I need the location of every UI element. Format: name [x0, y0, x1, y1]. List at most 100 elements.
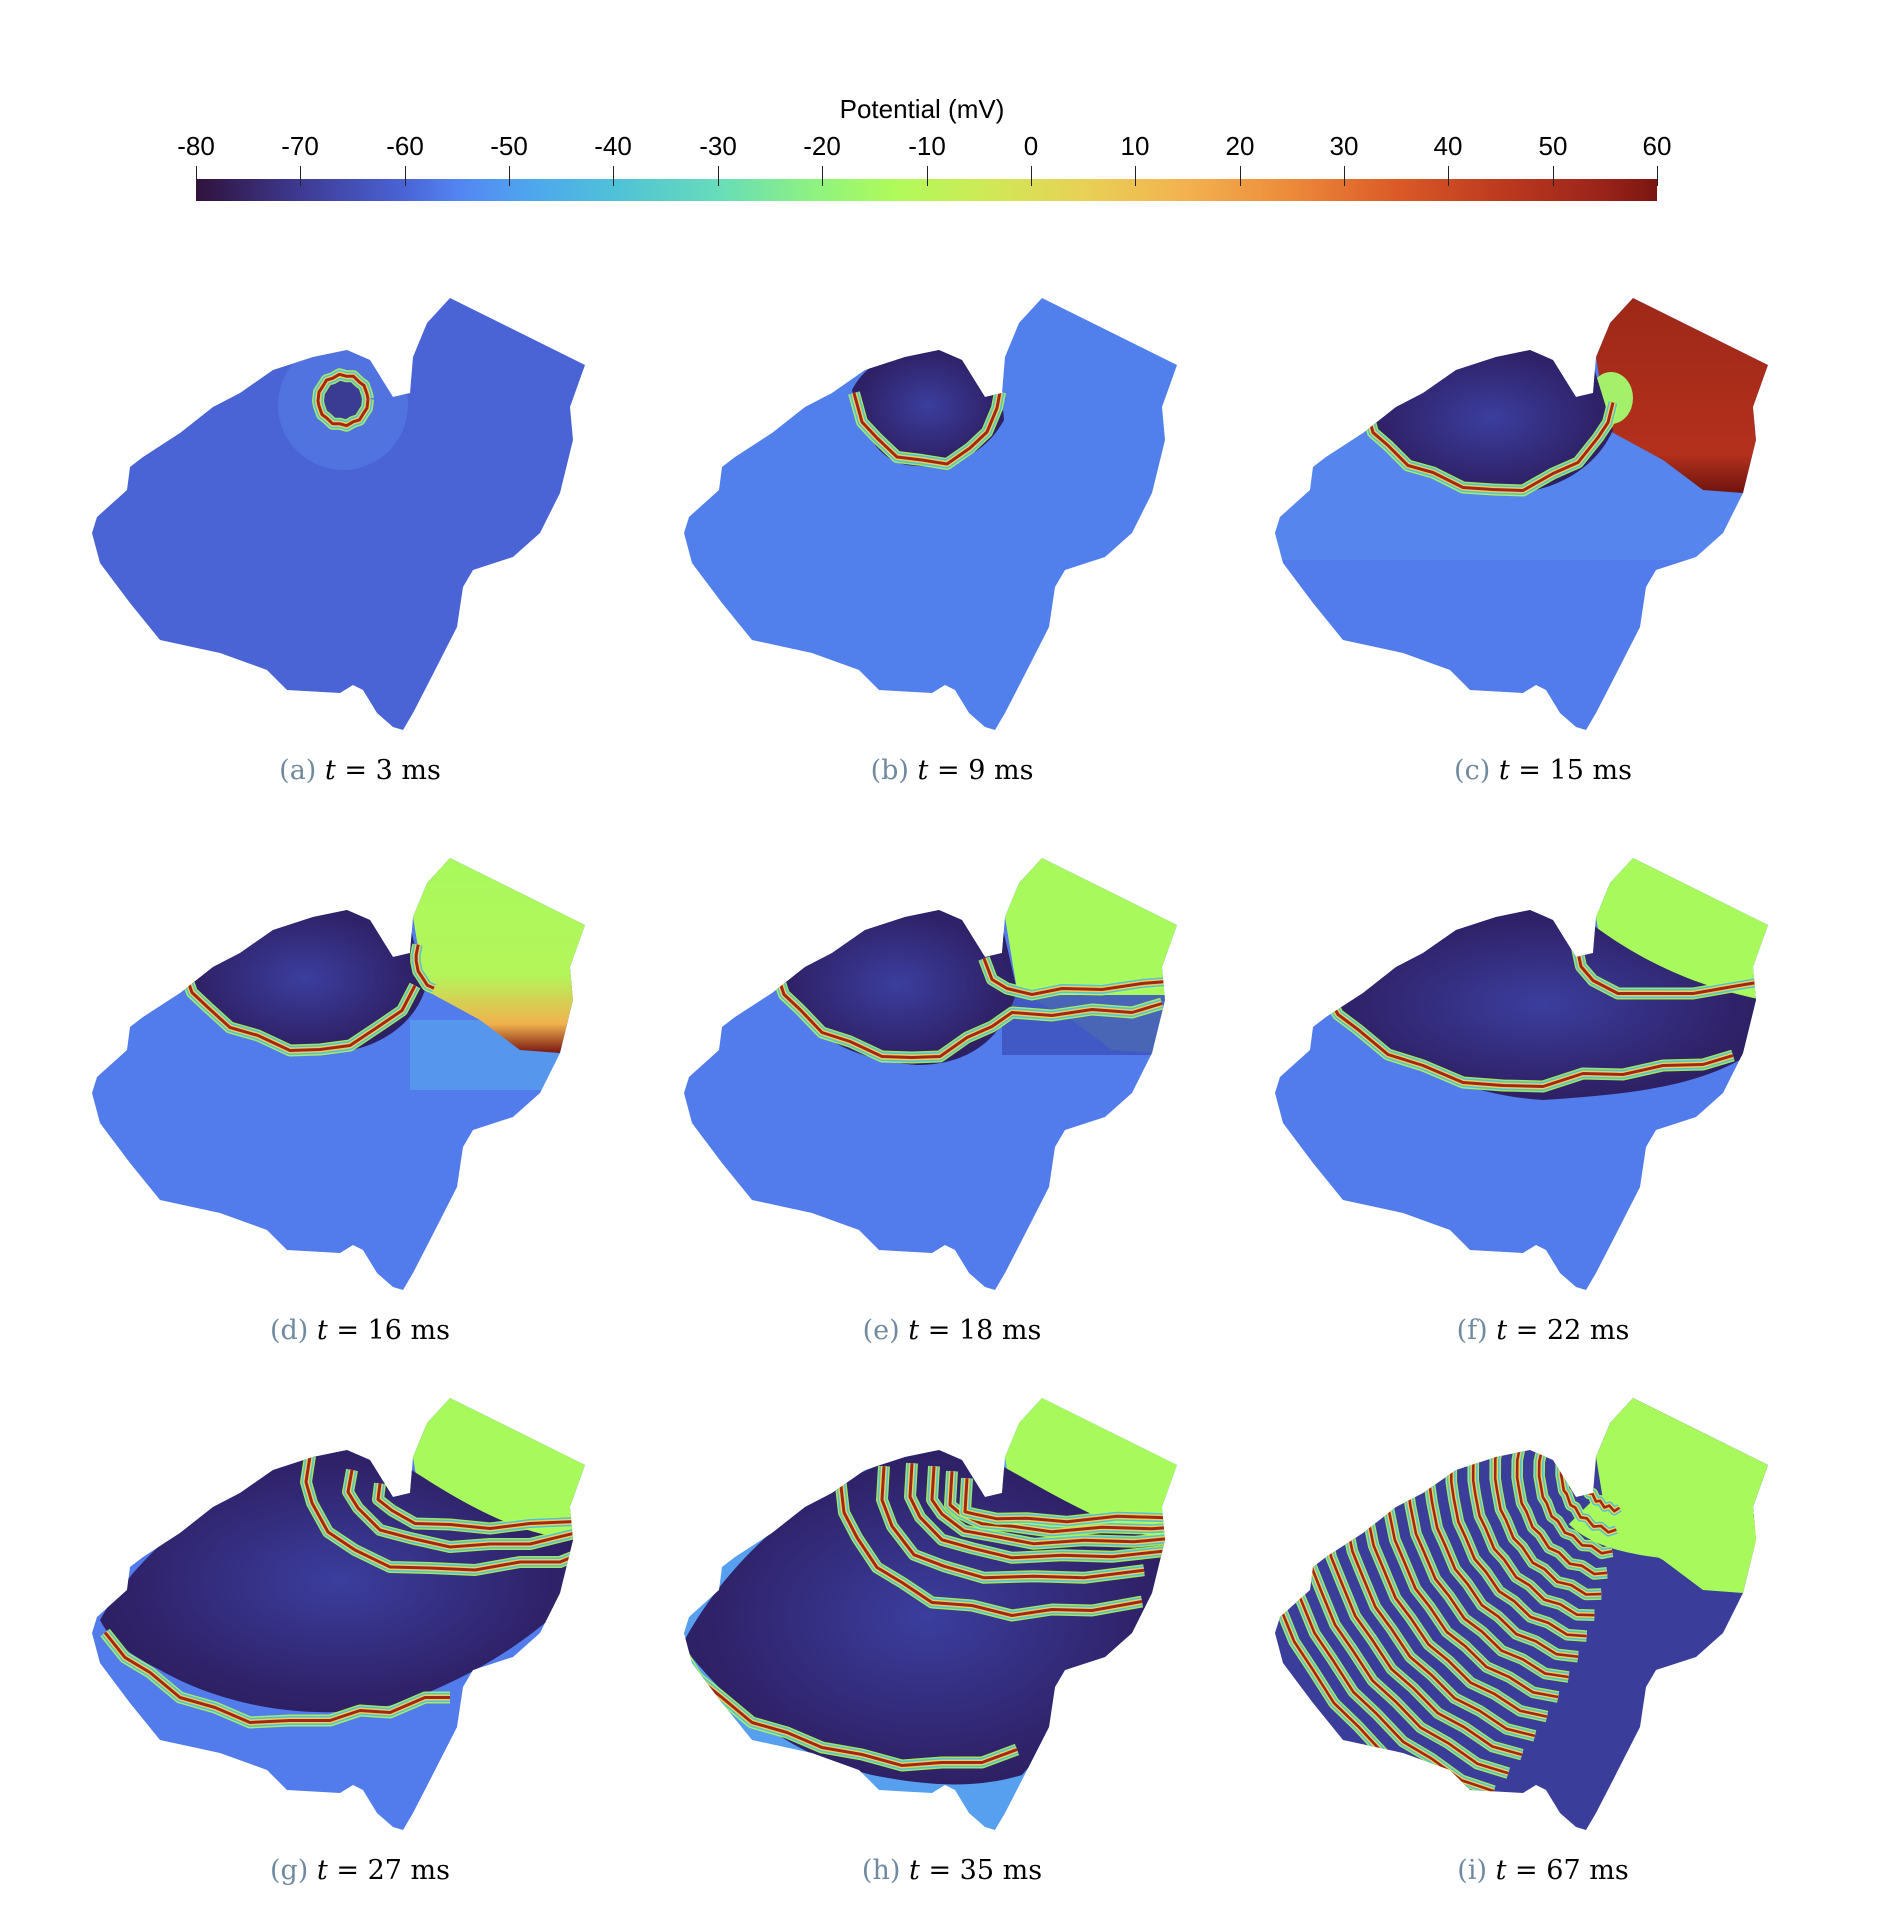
equals-sign: =	[336, 1315, 359, 1346]
panel-label: (d)	[269, 1315, 309, 1346]
colorbar-tick	[1031, 166, 1032, 186]
simulation-panel	[672, 1380, 1192, 1840]
colorbar-gradient	[196, 179, 1657, 201]
simulation-panel	[672, 280, 1192, 740]
panel-caption: (h) t = 35 ms	[692, 1855, 1212, 1886]
time-unit: ms	[993, 755, 1034, 786]
potential-map	[1275, 298, 1768, 730]
panel-label: (h)	[861, 1855, 901, 1886]
time-value: 35	[959, 1855, 995, 1886]
equals-sign: =	[936, 755, 960, 786]
panel-caption: (d) t = 16 ms	[100, 1315, 620, 1346]
time-variable: t	[316, 1855, 328, 1886]
time-variable: t	[316, 1315, 328, 1346]
potential-map	[684, 1398, 1177, 1830]
colorbar-tick-label: 30	[1329, 131, 1359, 161]
time-unit: ms	[1589, 1315, 1630, 1346]
potential-map	[92, 858, 585, 1290]
colorbar-tick	[613, 166, 614, 186]
equals-sign: =	[928, 1855, 952, 1886]
time-unit: ms	[1001, 1315, 1042, 1346]
colorbar-tick-label: -60	[386, 131, 424, 161]
equals-sign: =	[927, 1315, 951, 1346]
colorbar-tick-label: -10	[908, 131, 946, 161]
time-variable: t	[917, 755, 929, 786]
colorbar-tick-label: -80	[177, 131, 215, 161]
time-value: 15	[1549, 755, 1584, 786]
colorbar-tick	[405, 166, 406, 186]
time-variable: t	[1496, 1315, 1508, 1346]
colorbar-tick-label: -70	[281, 131, 319, 161]
time-variable: t	[324, 755, 336, 786]
colorbar-tick	[1240, 166, 1241, 186]
colorbar-tick	[300, 166, 301, 186]
colorbar-tick	[1553, 166, 1554, 186]
time-unit: ms	[1002, 1855, 1043, 1886]
colorbar-tick	[927, 166, 928, 186]
time-variable: t	[908, 1315, 920, 1346]
colorbar-tick-label: 50	[1538, 131, 1568, 161]
colorbar-tick-label: 60	[1642, 131, 1672, 161]
colorbar-tick	[196, 166, 197, 186]
panel-caption: (b) t = 9 ms	[692, 755, 1212, 786]
colorbar-tick-label: 10	[1120, 131, 1150, 161]
panel-caption: (c) t = 15 ms	[1283, 755, 1803, 786]
time-unit: ms	[410, 1315, 451, 1346]
equals-sign: =	[1515, 1315, 1539, 1346]
panel-label: (a)	[279, 755, 317, 786]
colorbar-tick-label: -50	[490, 131, 528, 161]
simulation-panel	[1263, 280, 1783, 740]
colorbar-tick-label: -30	[699, 131, 737, 161]
time-variable: t	[1498, 755, 1510, 786]
colorbar-tick	[1344, 166, 1345, 186]
time-value: 3	[375, 755, 393, 786]
colorbar-tick-label: -40	[594, 131, 632, 161]
time-unit: ms	[410, 1855, 451, 1886]
colorbar-tick	[509, 166, 510, 186]
potential-map	[684, 298, 1177, 730]
equals-sign: =	[336, 1855, 359, 1886]
colorbar-tick	[822, 166, 823, 186]
panel-caption: (f) t = 22 ms	[1283, 1315, 1803, 1346]
tissue-shape	[92, 298, 585, 730]
simulation-panel	[80, 1380, 600, 1840]
panel-label: (b)	[870, 755, 909, 786]
colorbar-tick	[1657, 166, 1658, 186]
time-unit: ms	[1589, 1855, 1629, 1886]
simulation-panel	[1263, 840, 1783, 1300]
potential-map	[1275, 858, 1768, 1290]
panel-label: (i)	[1457, 1855, 1487, 1886]
equals-sign: =	[1518, 755, 1541, 786]
colorbar-tick-label: 20	[1225, 131, 1255, 161]
colorbar-tick	[1135, 166, 1136, 186]
potential-map	[1275, 1398, 1768, 1830]
equals-sign: =	[344, 755, 367, 786]
colorbar-title-text: Potential (mV)	[839, 94, 1005, 124]
simulation-panel	[80, 280, 600, 740]
time-value: 9	[968, 755, 986, 786]
panel-label: (c)	[1454, 755, 1491, 786]
time-variable: t	[1495, 1855, 1507, 1886]
colorbar-tick	[718, 166, 719, 186]
tissue-shape	[684, 298, 1177, 730]
time-value: 16	[367, 1315, 402, 1346]
time-variable: t	[908, 1855, 920, 1886]
colorbar-tick-label: 0	[1023, 131, 1039, 161]
panel-caption: (e) t = 18 ms	[692, 1315, 1212, 1346]
panel-caption: (g) t = 27 ms	[100, 1855, 620, 1886]
time-unit: ms	[401, 755, 441, 786]
simulation-panel	[80, 840, 600, 1300]
panel-caption: (i) t = 67 ms	[1283, 1855, 1803, 1886]
potential-map	[92, 298, 585, 730]
simulation-panel	[672, 840, 1192, 1300]
panel-label: (e)	[862, 1315, 900, 1346]
colorbar-title: Potential (mV)	[0, 94, 1890, 125]
colorbar-tick-label: -20	[803, 131, 841, 161]
time-value: 67	[1546, 1855, 1581, 1886]
simulation-panel	[1263, 1380, 1783, 1840]
equals-sign: =	[1515, 1855, 1538, 1886]
time-unit: ms	[1592, 755, 1632, 786]
colorbar-tick	[1448, 166, 1449, 186]
time-value: 18	[958, 1315, 994, 1346]
colorbar-tick-label: 40	[1433, 131, 1463, 161]
